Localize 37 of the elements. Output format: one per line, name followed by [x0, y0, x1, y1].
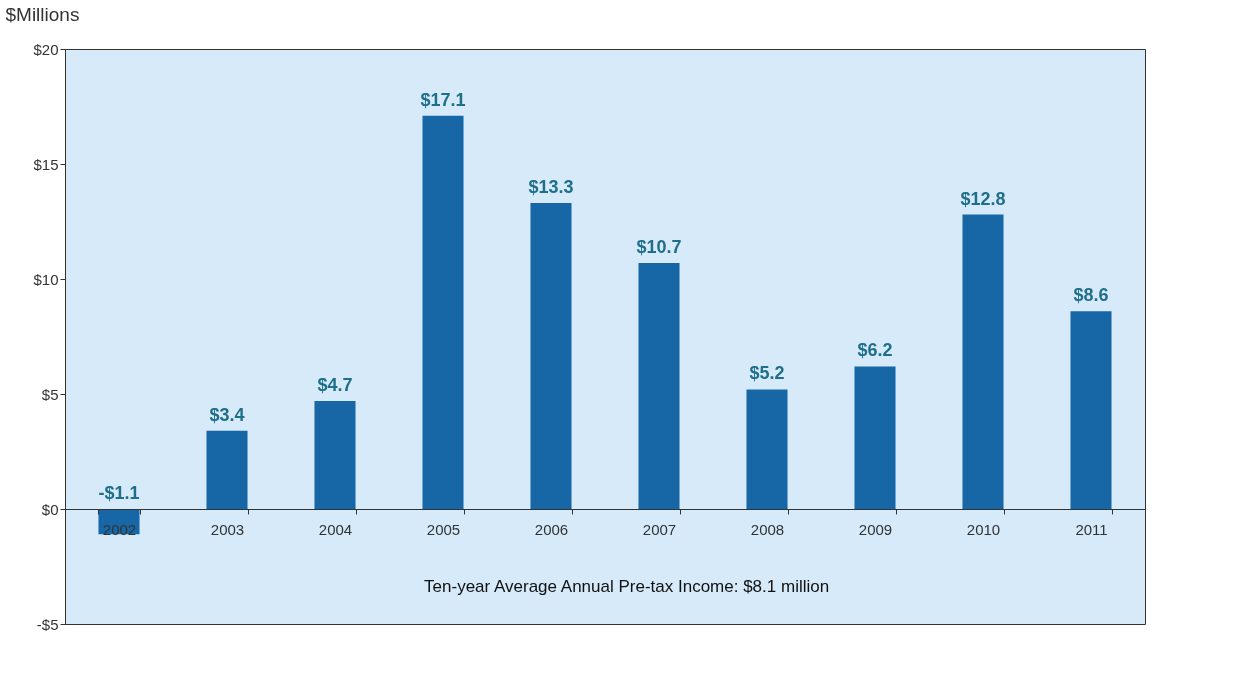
bar	[962, 214, 1004, 509]
x-tick-label: 2010	[966, 520, 1001, 538]
bar	[854, 366, 896, 509]
data-label: $12.8	[960, 188, 1006, 209]
data-label: $6.2	[857, 340, 893, 361]
y-tick-label: $15	[33, 155, 59, 173]
data-label: $4.7	[317, 374, 353, 395]
data-label: $13.3	[528, 177, 574, 198]
y-tick-label: $20	[33, 40, 59, 58]
y-tick-label: $0	[41, 500, 59, 518]
x-tick-label: 2005	[426, 520, 461, 538]
y-tick-label: $5	[41, 385, 59, 403]
y-tick-label: -$5	[36, 615, 59, 633]
annotation: Ten-year Average Annual Pre-tax Income: $8.1 million	[424, 576, 830, 596]
x-tick-label: 2002	[102, 520, 137, 538]
bar	[746, 389, 788, 509]
data-label: $3.4	[209, 404, 245, 425]
data-label: $17.1	[420, 89, 466, 110]
bar	[422, 115, 464, 509]
bar	[530, 203, 572, 509]
bar	[206, 430, 248, 509]
data-label: $8.6	[1073, 285, 1109, 306]
x-tick-label: 2006	[534, 520, 569, 538]
x-tick-label: 2008	[750, 520, 785, 538]
x-tick-label: 2007	[642, 520, 677, 538]
y-tick-label: $10	[33, 270, 59, 288]
x-tick-label: 2003	[210, 520, 245, 538]
x-tick-label: 2011	[1075, 520, 1108, 538]
y-axis-title: $Millions	[5, 3, 80, 25]
x-tick-label: 2004	[318, 520, 353, 538]
x-tick-label: 2009	[858, 520, 893, 538]
bar	[1070, 311, 1112, 509]
data-label: -$1.1	[98, 483, 140, 503]
data-label: $10.7	[636, 236, 682, 257]
data-label: $5.2	[749, 363, 785, 384]
bar	[638, 262, 680, 509]
bar	[314, 400, 356, 509]
